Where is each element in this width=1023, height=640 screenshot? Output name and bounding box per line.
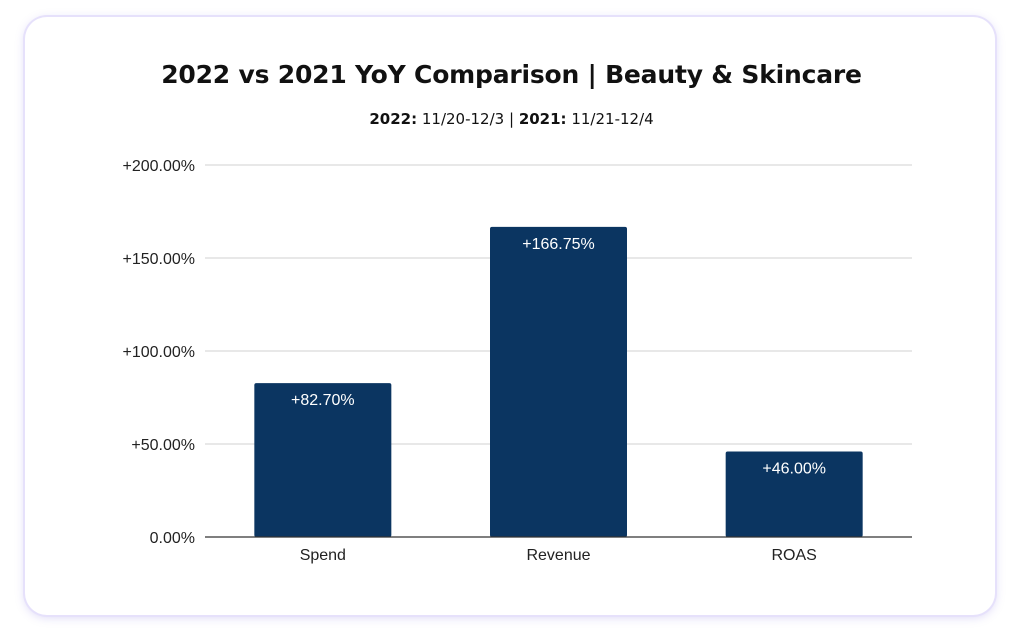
x-tick-label: Revenue	[526, 547, 590, 564]
y-tick-label: 0.00%	[150, 530, 195, 547]
y-tick-label: +50.00%	[131, 437, 195, 454]
chart-title: 2022 vs 2021 YoY Comparison | Beauty & S…	[161, 60, 862, 89]
subtitle-label-2021: 2021:	[518, 110, 567, 128]
subtitle-range-2022: 11/20-12/3	[421, 110, 505, 128]
bar-roas	[725, 451, 863, 537]
bar-spend	[254, 383, 392, 537]
data-label: +46.00%	[762, 460, 826, 477]
bar-revenue	[490, 226, 627, 537]
x-tick-label: Spend	[300, 547, 346, 564]
subtitle-label-2022: 2022:	[369, 110, 418, 128]
chart-subtitle: 2022: 11/20-12/3 | 2021: 11/21-12/4	[0, 110, 1023, 128]
data-label: +82.70%	[291, 392, 355, 409]
y-tick-label: +100.00%	[122, 344, 195, 361]
bars	[254, 226, 863, 537]
y-tick-label: +200.00%	[122, 158, 195, 175]
data-label: +166.75%	[522, 236, 595, 253]
y-tick-label: +150.00%	[122, 251, 195, 268]
subtitle-range-2021: 11/21-12/4	[571, 110, 654, 128]
subtitle-separator: |	[508, 110, 515, 128]
labels: 0.00% +50.00% +100.00% +150.00% +200.00% +82.…	[122, 158, 825, 564]
x-tick-label: ROAS	[771, 547, 816, 564]
